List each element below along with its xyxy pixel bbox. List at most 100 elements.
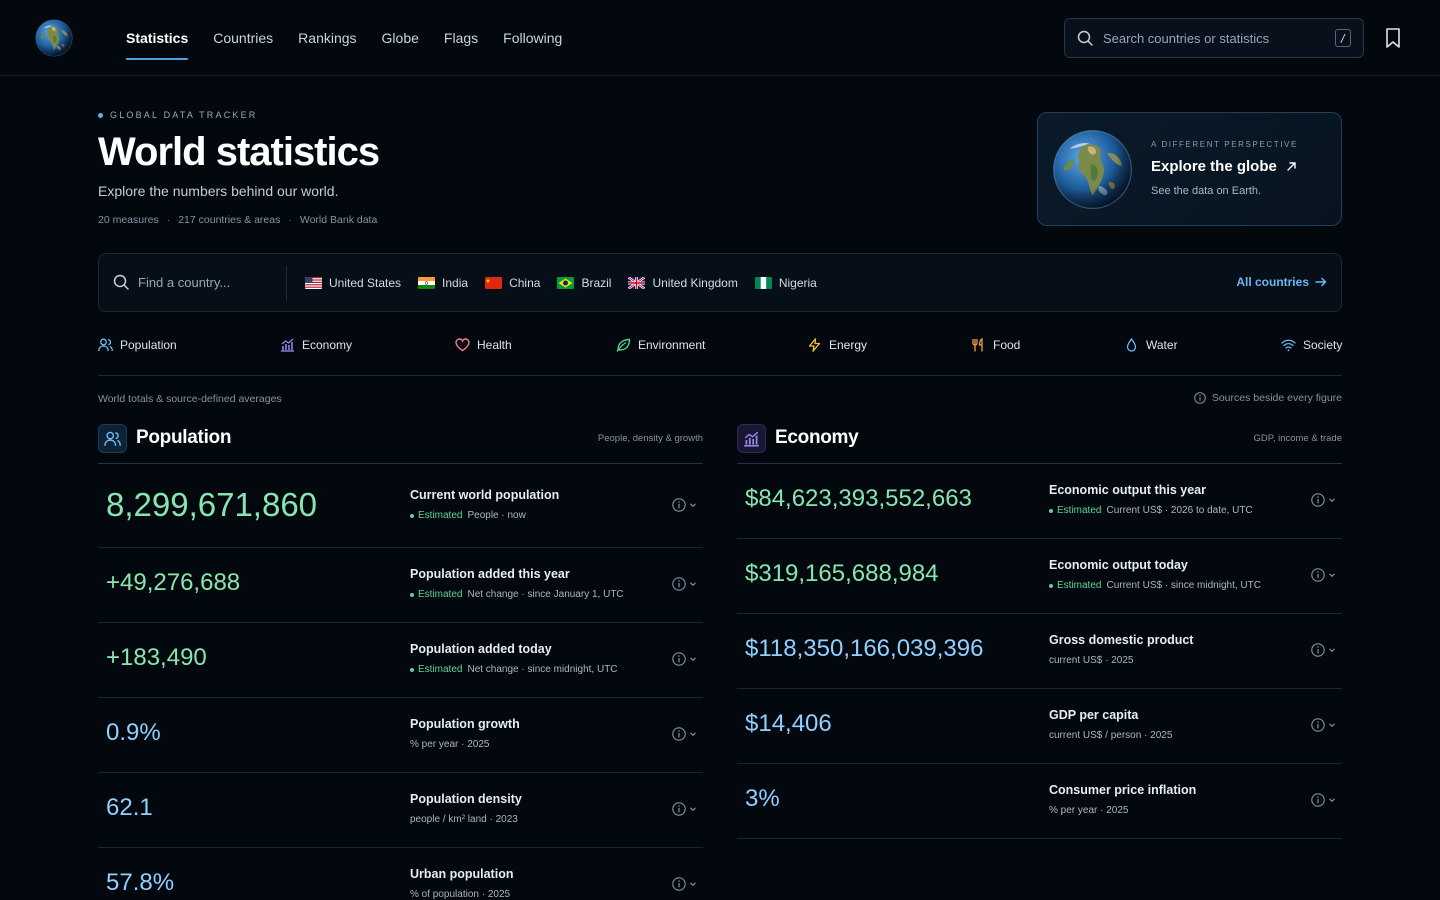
estimated-badge: Estimated [410, 664, 462, 675]
country-chip-brazil[interactable]: Brazil [557, 276, 611, 290]
stat-meta: % per year · 2025 [1049, 805, 1129, 816]
stat-source: Current US$ · 2026 to date, UTC [1106, 505, 1253, 516]
stat-meta: % of population · 2025 [410, 889, 510, 900]
info-toggle-button[interactable] [1311, 718, 1336, 732]
all-countries-link[interactable]: All countries [1236, 275, 1327, 289]
info-icon [672, 877, 686, 891]
info-toggle-button[interactable] [1311, 793, 1336, 807]
country-search-box[interactable] [113, 274, 278, 290]
stat-row-population-density: 62.1 Population density people / km² lan… [98, 773, 703, 848]
chevron-down-icon [690, 582, 696, 587]
wifi-icon [1281, 339, 1296, 352]
tab-energy[interactable]: Energy [807, 338, 867, 352]
info-toggle-button[interactable] [1311, 643, 1336, 657]
tab-label: Environment [638, 338, 706, 352]
tab-population[interactable]: Population [98, 338, 177, 352]
estimated-badge: Estimated [410, 589, 462, 600]
stat-value: 57.8% [106, 869, 175, 896]
globe-logo-icon[interactable] [35, 19, 73, 57]
uk-flag-icon [628, 277, 646, 289]
nav-item-flags[interactable]: Flags [443, 30, 479, 46]
stat-source: % per year · 2025 [1049, 805, 1129, 816]
explore-globe-card[interactable]: A DIFFERENT PERSPECTIVE Explore the glob… [1037, 112, 1342, 226]
stat-row-economic-output-this-year: $84,623,393,552,663 Economic output this… [737, 464, 1342, 539]
tab-economy[interactable]: Economy [280, 338, 352, 352]
info-icon [672, 802, 686, 816]
stat-row-population-growth: 0.9% Population growth % per year · 2025 [98, 698, 703, 773]
chevron-down-icon [690, 882, 696, 887]
country-chip-united-kingdom[interactable]: United Kingdom [628, 276, 738, 290]
tab-label: Health [477, 338, 512, 352]
nav-item-statistics[interactable]: Statistics [126, 0, 189, 76]
nav-item-countries[interactable]: Countries [213, 30, 274, 46]
population-panel-title: Population [136, 427, 232, 448]
leaf-icon [616, 338, 631, 352]
global-search-input[interactable] [1103, 30, 1323, 46]
nav-item-following[interactable]: Following [503, 30, 563, 46]
info-toggle-button[interactable] [672, 498, 697, 512]
users-icon [98, 424, 127, 453]
tab-water[interactable]: Water [1124, 338, 1178, 352]
country-chip-china[interactable]: China [485, 276, 540, 290]
tab-environment[interactable]: Environment [616, 338, 705, 352]
meta-source: World Bank data [299, 214, 378, 226]
info-toggle-button[interactable] [1311, 568, 1336, 582]
stat-label: Current world population [410, 488, 560, 502]
bar-chart-icon [281, 338, 294, 352]
info-toggle-button[interactable] [672, 802, 697, 816]
stat-row-economic-output-today: $319,165,688,984 Economic output today E… [737, 539, 1342, 614]
info-icon [1311, 793, 1325, 807]
stat-source: Net change · since January 1, UTC [467, 589, 624, 600]
stat-label: Economic output this year [1049, 483, 1206, 497]
estimated-text: Estimated [1057, 505, 1102, 516]
global-search-box[interactable]: / [1064, 18, 1364, 58]
stat-source: % of population · 2025 [410, 889, 511, 900]
category-tabs: Population Economy Health Environment En… [98, 330, 1342, 376]
chevron-down-icon [1329, 648, 1335, 653]
info-toggle-button[interactable] [1311, 493, 1336, 507]
main-nav: Statistics Countries Rankings Globe Flag… [126, 0, 587, 76]
earth-globe-icon [1052, 129, 1133, 210]
stat-value: $14,406 [745, 710, 832, 737]
chevron-down-icon [1329, 573, 1335, 578]
us-flag-icon [305, 277, 322, 289]
chevron-down-icon [690, 657, 696, 662]
info-toggle-button[interactable] [672, 577, 697, 591]
eyebrow-dot [98, 112, 103, 118]
lightning-icon [808, 338, 821, 352]
info-toggle-button[interactable] [672, 877, 697, 891]
stat-label: Population added this year [410, 567, 570, 581]
population-panel-header: Population People, density & growth [98, 422, 703, 464]
divider [286, 266, 287, 301]
info-icon [672, 498, 686, 512]
users-icon [98, 338, 113, 352]
stat-meta: people / km² land · 2023 [410, 814, 518, 825]
tab-health[interactable]: Health [455, 338, 512, 352]
country-chip-india[interactable]: India [418, 276, 468, 290]
chevron-down-icon [690, 807, 696, 812]
info-toggle-button[interactable] [672, 727, 697, 741]
chevron-down-icon [1329, 723, 1335, 728]
info-icon [672, 577, 686, 591]
tab-society[interactable]: Society [1281, 338, 1342, 352]
stat-value: 62.1 [106, 794, 153, 821]
hero-eyebrow-text: GLOBAL DATA TRACKER [110, 110, 258, 120]
chip-label: India [442, 276, 469, 290]
estimated-text: Estimated [418, 589, 463, 600]
tab-food[interactable]: Food [971, 338, 1020, 352]
stat-source: current US$ / person · 2025 [1049, 730, 1173, 741]
hero-eyebrow: GLOBAL DATA TRACKER [98, 110, 258, 120]
info-toggle-button[interactable] [672, 652, 697, 666]
stat-row-current-world-population: 8,299,671,860 Current world population E… [98, 464, 703, 548]
country-search-input[interactable] [138, 274, 278, 290]
bookmark-icon[interactable] [1384, 27, 1402, 49]
estimated-badge: Estimated [1049, 505, 1101, 516]
chevron-down-icon [1329, 798, 1335, 803]
nav-item-globe[interactable]: Globe [381, 30, 419, 46]
country-chip-nigeria[interactable]: Nigeria [754, 276, 817, 290]
search-icon [1077, 30, 1093, 46]
stat-source: Net change · since midnight, UTC [467, 664, 618, 675]
top-navigation-bar: Statistics Countries Rankings Globe Flag… [0, 0, 1440, 76]
country-chip-united-states[interactable]: United States [305, 276, 401, 290]
nav-item-rankings[interactable]: Rankings [298, 30, 357, 46]
